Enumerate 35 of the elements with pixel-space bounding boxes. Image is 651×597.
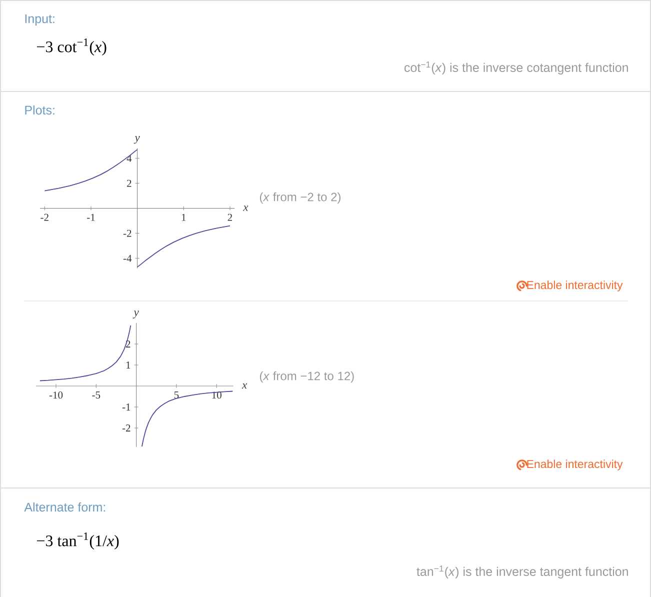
x-tick-label: 5 [174, 392, 179, 398]
x-tick-label: -2 [40, 214, 48, 221]
line-series [141, 390, 234, 447]
line-series [39, 325, 132, 382]
y-tick-label: -2 [122, 424, 130, 432]
text: (x from −2 to 2) [260, 192, 340, 204]
x-tick-label: -1 [86, 214, 95, 221]
text: Input: [25, 14, 54, 26]
text: −3 cot$^{−1}$(x) [36, 38, 106, 56]
text: −3 tan$^{−1}$(1/x) [36, 532, 119, 550]
text: Alternate form: [24, 502, 106, 512]
y-tick-label: -2 [123, 230, 132, 237]
line-series [44, 149, 138, 192]
y-axis-title: y [132, 310, 139, 318]
chart-title: Plots: [25, 105, 54, 115]
x-tick-label: -5 [92, 392, 100, 398]
text: Enable interactivity [527, 280, 623, 292]
text: (x from −12 to 12) [260, 371, 354, 383]
x-tick-label: 1 [182, 214, 186, 221]
text: cot$^{−1}$(x) is the inverse cotangent function [404, 62, 628, 74]
x-axis-title: x [243, 206, 248, 211]
text: Enable interactivity [527, 460, 623, 470]
x-tick-label: 10 [212, 392, 222, 399]
x-tick-label: 2 [228, 214, 232, 221]
y-tick-label: -1 [122, 404, 130, 410]
y-tick-label: 2 [127, 180, 132, 187]
x-axis-title: x [242, 383, 248, 389]
line-series [136, 225, 230, 268]
y-tick-label: -4 [123, 254, 132, 262]
y-tick-label: 2 [126, 340, 130, 348]
y-tick-label: 4 [126, 154, 132, 162]
text: tan$^{−1}$(x) is the inverse tangent function [416, 566, 628, 578]
x-tick-label: -10 [49, 392, 63, 399]
y-tick-label: 1 [126, 362, 130, 368]
y-axis-title: y [134, 136, 140, 144]
